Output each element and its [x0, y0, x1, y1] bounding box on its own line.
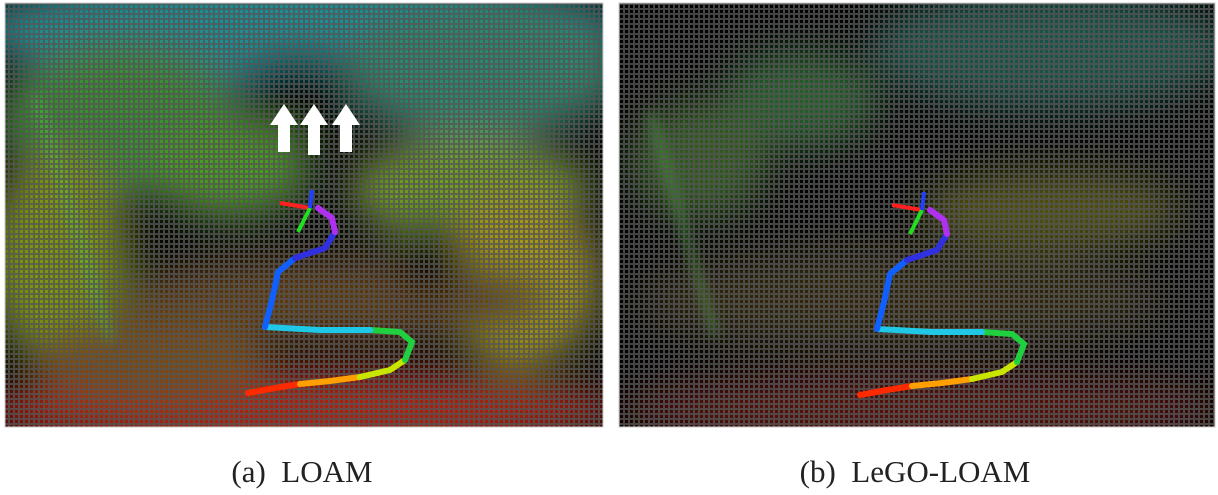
figure: (a) LOAM (b) LeGO-LOAM	[0, 0, 1218, 495]
panel-b-image	[619, 0, 1218, 445]
arrows	[270, 104, 360, 155]
caption: (a) LOAM	[231, 454, 372, 489]
caption: (b) LeGO-LOAM	[800, 454, 1031, 489]
panel-a-image	[0, 0, 620, 450]
